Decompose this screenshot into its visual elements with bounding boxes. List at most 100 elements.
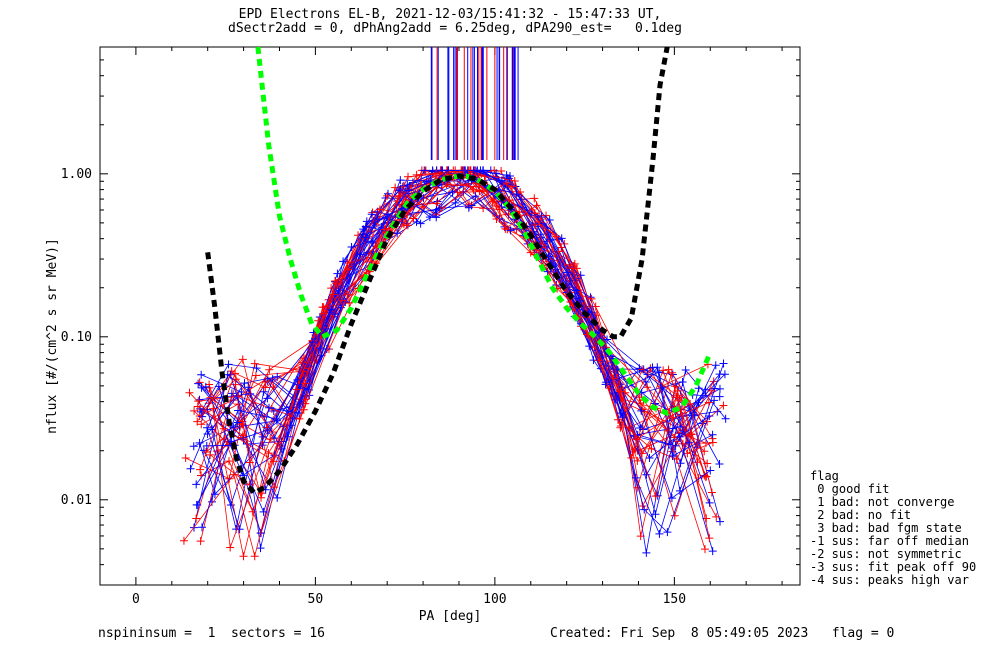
data-point-marker <box>265 403 274 412</box>
legend-item: 1 bad: not converge <box>810 495 955 509</box>
data-point-marker <box>196 537 205 546</box>
data-point-marker <box>653 363 662 372</box>
data-point-marker <box>409 214 418 223</box>
profile-line <box>209 183 710 486</box>
chart-title: EPD Electrons EL-B, 2021-12-03/15:41:32 … <box>238 7 662 22</box>
data-point-marker <box>670 511 679 520</box>
data-point-marker <box>508 182 517 191</box>
data-point-marker <box>345 298 354 307</box>
data-point-marker <box>701 385 710 394</box>
data-point-marker <box>231 380 240 389</box>
data-point-marker <box>669 414 678 423</box>
data-point-marker <box>270 483 279 492</box>
data-point-marker <box>703 417 712 426</box>
data-point-marker <box>201 382 210 391</box>
data-point-marker <box>701 545 710 554</box>
y-tick-label: 0.01 <box>61 493 92 508</box>
profile-line <box>202 169 698 518</box>
data-point-marker <box>239 552 248 561</box>
data-point-marker <box>530 220 539 229</box>
data-point-marker <box>273 493 282 502</box>
data-point-marker <box>706 466 715 475</box>
data-point-marker <box>642 470 651 479</box>
data-point-marker <box>259 387 268 396</box>
data-point-marker <box>716 517 725 526</box>
data-point-marker <box>719 359 728 368</box>
data-point-marker <box>557 234 566 243</box>
data-point-marker <box>234 406 243 415</box>
data-point-marker <box>257 493 266 502</box>
data-point-marker <box>197 383 206 392</box>
data-point-marker <box>710 396 719 405</box>
data-point-marker <box>637 449 646 458</box>
profile-line <box>189 181 698 463</box>
data-point-marker <box>190 406 199 415</box>
footer-sector-info: nspininsum = 1 sectors = 16 <box>98 626 325 641</box>
data-point-marker <box>655 368 664 377</box>
data-point-marker <box>244 383 253 392</box>
data-point-marker <box>380 225 389 234</box>
data-point-marker <box>715 459 724 468</box>
data-point-marker <box>416 219 425 228</box>
legend-item: -3 sus: fit peak off 90 <box>810 560 977 574</box>
profile-line <box>196 169 721 505</box>
profile-line <box>199 188 699 495</box>
data-point-marker <box>202 448 211 457</box>
flag-legend: flag 0 good fit 1 bad: not converge 2 ba… <box>810 470 976 587</box>
data-point-marker <box>356 250 365 259</box>
x-tick-label: 50 <box>308 592 324 607</box>
data-point-marker <box>542 211 551 220</box>
data-point-marker <box>319 309 328 318</box>
data-point-marker <box>404 186 413 195</box>
data-point-marker <box>705 534 714 543</box>
data-point-marker <box>368 208 377 217</box>
data-point-marker <box>633 456 642 465</box>
data-point-marker <box>643 383 652 392</box>
data-point-marker <box>224 360 233 369</box>
data-point-marker <box>715 370 724 379</box>
data-point-marker <box>206 393 215 402</box>
data-point-marker <box>451 198 460 207</box>
data-point-marker <box>568 264 577 273</box>
data-point-marker <box>643 370 652 379</box>
data-point-marker <box>197 420 206 429</box>
data-point-marker <box>637 406 646 415</box>
data-point-marker <box>361 233 370 242</box>
data-point-marker <box>412 170 421 179</box>
data-point-marker <box>663 528 672 537</box>
x-tick-label: 0 <box>132 592 140 607</box>
data-point-marker <box>250 359 259 368</box>
legend-title: flag <box>810 469 839 483</box>
data-point-marker <box>403 221 412 230</box>
data-point-marker <box>510 176 519 185</box>
data-point-marker <box>693 458 702 467</box>
data-point-marker <box>664 365 673 374</box>
data-point-marker <box>361 222 370 231</box>
data-point-marker <box>185 388 194 397</box>
data-point-marker <box>708 438 717 447</box>
data-point-marker <box>672 455 681 464</box>
x-axis-label: PA [deg] <box>419 609 482 624</box>
data-point-marker <box>252 364 261 373</box>
legend-item: -2 sus: not symmetric <box>810 547 962 561</box>
data-point-marker <box>432 169 441 178</box>
data-point-marker <box>393 229 402 238</box>
legend-item: 0 good fit <box>810 482 890 496</box>
profile-line <box>207 169 706 530</box>
data-point-marker <box>308 338 317 347</box>
data-point-marker <box>391 183 400 192</box>
data-point-marker <box>587 294 596 303</box>
data-point-marker <box>420 166 429 175</box>
data-point-marker <box>369 238 378 247</box>
data-point-marker <box>193 417 202 426</box>
data-point-marker <box>231 369 240 378</box>
legend-item: 3 bad: bad fgm state <box>810 521 962 535</box>
data-point-marker <box>419 194 428 203</box>
data-point-marker <box>685 438 694 447</box>
data-point-marker <box>668 451 677 460</box>
data-point-marker <box>329 290 338 299</box>
data-point-marker <box>396 176 405 185</box>
data-point-marker <box>444 166 453 175</box>
data-point-marker <box>659 366 668 375</box>
data-point-marker <box>207 497 216 506</box>
